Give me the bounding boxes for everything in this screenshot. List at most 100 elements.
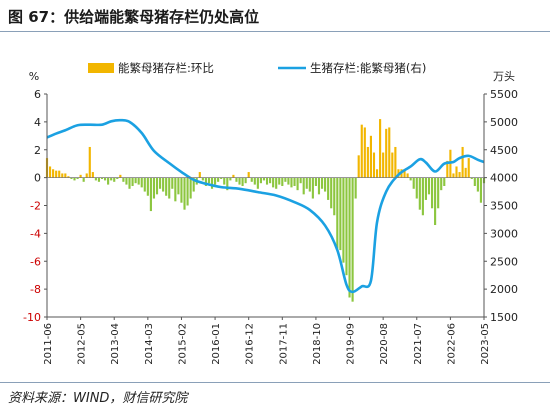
bar-mom-change xyxy=(333,177,336,216)
bar-mom-change xyxy=(296,177,299,191)
x-tick-label: 2012-05 xyxy=(77,323,88,365)
right-tick-label: 2500 xyxy=(490,255,518,268)
x-tick-label: 2016-12 xyxy=(245,323,256,365)
bar-mom-change xyxy=(327,177,330,200)
bar-mom-change xyxy=(369,135,372,178)
bar-mom-change xyxy=(385,128,388,178)
bar-mom-change xyxy=(88,146,91,178)
left-axis-unit: % xyxy=(29,70,39,83)
bar-mom-change xyxy=(443,177,446,186)
bar-mom-change xyxy=(293,177,296,186)
bar-mom-change xyxy=(140,177,143,188)
bar-mom-change xyxy=(342,177,345,263)
bar-mom-change xyxy=(320,177,324,189)
bar-mom-change xyxy=(116,177,119,180)
bar-mom-change xyxy=(113,177,116,182)
bar-mom-change xyxy=(314,177,317,186)
legend-label-bar: 能繁母猪存栏:环比 xyxy=(118,61,214,75)
bar-mom-change xyxy=(52,169,55,178)
bar-mom-change xyxy=(152,177,156,199)
bar-mom-change xyxy=(281,177,284,186)
x-tick-label: 2020-08 xyxy=(379,323,390,365)
bar-mom-change xyxy=(272,177,275,188)
bar-mom-change xyxy=(85,173,88,178)
bar-mom-change xyxy=(299,177,302,184)
bar-mom-change xyxy=(131,177,134,186)
bar-mom-change xyxy=(467,158,470,178)
title-divider xyxy=(0,31,550,32)
bar-mom-change xyxy=(403,170,406,178)
right-tick-label: 5000 xyxy=(490,116,518,129)
right-tick-label: 5500 xyxy=(490,88,518,101)
right-tick-label: 3500 xyxy=(490,200,518,213)
bar-mom-change xyxy=(155,177,159,195)
bar-mom-change xyxy=(253,177,256,185)
x-tick-label: 2016-01 xyxy=(211,323,222,365)
right-tick-label: 3000 xyxy=(490,227,518,240)
bar-mom-change xyxy=(415,177,418,199)
bar-mom-change xyxy=(394,146,397,178)
bar-mom-change xyxy=(461,146,464,178)
bar-mom-change xyxy=(82,177,85,182)
bar-mom-change xyxy=(94,177,97,181)
bar-mom-change xyxy=(372,152,376,178)
bar-mom-change xyxy=(256,177,259,189)
bar-mom-change xyxy=(479,177,483,203)
bar-mom-change xyxy=(217,177,220,182)
bar-mom-change xyxy=(430,177,434,209)
bar-mom-change xyxy=(64,173,67,178)
bar-mom-change xyxy=(67,176,70,178)
bar-mom-change xyxy=(458,172,461,178)
bar-mom-change xyxy=(452,173,455,178)
bar-mom-change xyxy=(388,127,391,178)
left-tick-label: 4 xyxy=(34,116,41,129)
bar-mom-change xyxy=(110,177,113,181)
bar-mom-change xyxy=(351,177,354,302)
right-axis-unit: 万头 xyxy=(493,70,515,83)
bar-mom-change xyxy=(357,155,360,178)
bar-mom-change xyxy=(204,177,207,186)
bar-mom-change xyxy=(363,127,366,178)
bar-mom-change xyxy=(79,174,82,178)
bar-mom-change xyxy=(305,177,308,189)
bar-mom-change xyxy=(97,177,101,182)
bar-mom-change xyxy=(192,177,195,192)
bar-mom-change xyxy=(180,177,183,203)
bar-mom-change xyxy=(418,177,421,210)
bar-mom-change xyxy=(470,177,473,180)
bar-mom-change xyxy=(165,177,168,196)
bar-mom-change xyxy=(324,177,327,192)
bar-mom-change xyxy=(220,177,223,180)
bar-mom-change xyxy=(308,177,311,192)
bar-mom-change xyxy=(137,177,140,185)
bar-mom-change xyxy=(406,173,409,178)
bar-mom-change xyxy=(210,177,214,189)
bar-mom-change xyxy=(265,177,269,185)
bar-mom-change xyxy=(427,177,431,195)
bar-mom-change xyxy=(223,177,226,185)
bar-mom-change xyxy=(275,177,278,189)
bar-mom-change xyxy=(382,152,385,178)
bar-mom-change xyxy=(48,166,52,178)
bar-mom-change xyxy=(91,172,94,178)
bar-mom-change xyxy=(366,146,369,178)
bar-mom-change xyxy=(345,177,348,276)
bar-mom-change xyxy=(186,177,189,206)
x-tick-label: 2021-07 xyxy=(413,323,424,365)
bar-mom-change xyxy=(269,177,272,184)
bar-mom-change xyxy=(232,174,235,178)
bar-mom-change xyxy=(446,160,449,178)
left-tick-label: -2 xyxy=(30,200,41,213)
left-tick-label: -10 xyxy=(23,311,41,324)
bar-mom-change xyxy=(311,177,314,199)
left-tick-label: -4 xyxy=(30,227,41,240)
bar-mom-change xyxy=(226,177,229,191)
bar-mom-change xyxy=(473,177,476,186)
bar-mom-change xyxy=(119,174,122,178)
bar-mom-change xyxy=(421,177,424,216)
bar-mom-change xyxy=(189,177,192,199)
bar-mom-change xyxy=(476,177,479,192)
bar-mom-change xyxy=(360,124,363,178)
legend-swatch-bar xyxy=(88,63,114,73)
